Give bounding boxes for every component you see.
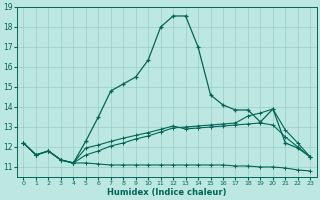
X-axis label: Humidex (Indice chaleur): Humidex (Indice chaleur): [107, 188, 227, 197]
